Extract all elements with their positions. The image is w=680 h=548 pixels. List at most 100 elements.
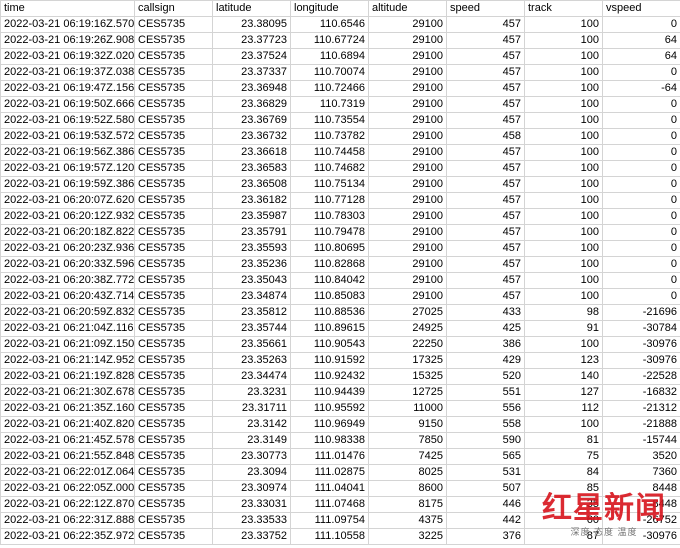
- table-cell: 2022-03-21 06:19:37Z.038: [0, 64, 135, 81]
- table-cell: CES5735: [134, 464, 213, 481]
- table-cell: 2022-03-21 06:19:52Z.580: [0, 112, 135, 129]
- table-cell: -22528: [602, 368, 680, 385]
- table-cell: 110.79478: [290, 224, 369, 241]
- table-cell: 23.3094: [212, 464, 291, 481]
- table-cell: 100: [524, 192, 603, 209]
- table-cell: 110.96949: [290, 416, 369, 433]
- table-cell: CES5735: [134, 144, 213, 161]
- table-cell: 100: [524, 16, 603, 33]
- table-row: 2022-03-21 06:22:35Z.972 CES5735 23.33752 1…: [0, 528, 680, 545]
- table-cell: 100: [524, 32, 603, 49]
- table-row: 2022-03-21 06:22:01Z.064 CES5735 23.3094 11…: [0, 464, 680, 481]
- table-cell: 457: [446, 288, 525, 305]
- table-cell: 433: [446, 304, 525, 321]
- table-row: 2022-03-21 06:22:05Z.000 CES5735 23.30974 1…: [0, 480, 680, 497]
- table-cell: 2022-03-21 06:20:43Z.714: [0, 288, 135, 305]
- table-cell: 458: [446, 128, 525, 145]
- table-row: 2022-03-21 06:21:30Z.678 CES5735 23.3231 11…: [0, 384, 680, 401]
- table-cell: 23.35812: [212, 304, 291, 321]
- table-cell: CES5735: [134, 176, 213, 193]
- table-cell: CES5735: [134, 160, 213, 177]
- table-cell: 23.36508: [212, 176, 291, 193]
- table-cell: 2022-03-21 06:21:45Z.578: [0, 432, 135, 449]
- table-cell: 457: [446, 144, 525, 161]
- table-cell: 3520: [602, 448, 680, 465]
- table-cell: CES5735: [134, 96, 213, 113]
- table-cell: 0: [602, 160, 680, 177]
- table-body: 2022-03-21 06:19:16Z.570 CES5735 23.38095 1…: [0, 16, 680, 545]
- table-cell: CES5735: [134, 240, 213, 257]
- table-cell: 127: [524, 384, 603, 401]
- table-cell: 29100: [368, 64, 447, 81]
- table-row: 2022-03-21 06:20:12Z.932 CES5735 23.35987 1…: [0, 208, 680, 225]
- table-cell: 376: [446, 528, 525, 545]
- table-cell: 0: [602, 144, 680, 161]
- table-cell: 100: [524, 128, 603, 145]
- table-cell: 23.35593: [212, 240, 291, 257]
- table-cell: 23.35236: [212, 256, 291, 273]
- table-cell: CES5735: [134, 368, 213, 385]
- table-cell: 2022-03-21 06:20:18Z.822: [0, 224, 135, 241]
- table-cell: 23.36732: [212, 128, 291, 145]
- table-row: 2022-03-21 06:19:16Z.570 CES5735 23.38095 1…: [0, 16, 680, 33]
- table-row: 2022-03-21 06:19:26Z.908 CES5735 23.37723 1…: [0, 32, 680, 49]
- header-cell: track: [524, 0, 603, 17]
- table-cell: 446: [446, 496, 525, 513]
- table-cell: 0: [602, 224, 680, 241]
- table-cell: -30976: [602, 336, 680, 353]
- table-cell: 429: [446, 352, 525, 369]
- table-cell: 23.33031: [212, 496, 291, 513]
- table-cell: 23.35263: [212, 352, 291, 369]
- table-cell: 29100: [368, 256, 447, 273]
- table-cell: 29100: [368, 240, 447, 257]
- table-cell: 112: [524, 400, 603, 417]
- table-cell: 2022-03-21 06:20:12Z.932: [0, 208, 135, 225]
- table-cell: 111.09754: [290, 512, 369, 529]
- table-cell: 23.31711: [212, 400, 291, 417]
- table-cell: -30784: [602, 320, 680, 337]
- table-cell: CES5735: [134, 480, 213, 497]
- table-cell: 2022-03-21 06:19:57Z.120: [0, 160, 135, 177]
- table-cell: 558: [446, 416, 525, 433]
- table-cell: 100: [524, 80, 603, 97]
- table-cell: 64: [602, 48, 680, 65]
- table-cell: 565: [446, 448, 525, 465]
- table-cell: 23.35791: [212, 224, 291, 241]
- table-cell: 7850: [368, 432, 447, 449]
- table-cell: 64: [602, 32, 680, 49]
- table-cell: 2022-03-21 06:19:32Z.020: [0, 48, 135, 65]
- table-cell: 111.10558: [290, 528, 369, 545]
- table-row: 2022-03-21 06:20:07Z.620 CES5735 23.36182 1…: [0, 192, 680, 209]
- table-row: 2022-03-21 06:20:43Z.714 CES5735 23.34874 1…: [0, 288, 680, 305]
- table-cell: CES5735: [134, 16, 213, 33]
- table-cell: 4375: [368, 512, 447, 529]
- table-cell: -8448: [602, 496, 680, 513]
- table-row: 2022-03-21 06:21:45Z.578 CES5735 23.3149 11…: [0, 432, 680, 449]
- watermark: 红星新闻 深度 态度 温度: [542, 493, 666, 538]
- table-cell: 100: [524, 64, 603, 81]
- table-cell: 2022-03-21 06:21:19Z.828: [0, 368, 135, 385]
- table-cell: 23.35744: [212, 320, 291, 337]
- table-cell: 2022-03-21 06:21:04Z.116: [0, 320, 135, 337]
- table-cell: CES5735: [134, 256, 213, 273]
- table-cell: 457: [446, 176, 525, 193]
- table-cell: 457: [446, 160, 525, 177]
- table-cell: 29100: [368, 48, 447, 65]
- watermark-logo: 红星新闻: [542, 492, 666, 525]
- table-cell: 100: [524, 208, 603, 225]
- table-cell: CES5735: [134, 112, 213, 129]
- table-cell: 27025: [368, 304, 447, 321]
- table-cell: CES5735: [134, 32, 213, 49]
- header-cell: vspeed: [602, 0, 680, 17]
- table-cell: 590: [446, 432, 525, 449]
- table-cell: CES5735: [134, 288, 213, 305]
- table-row: 2022-03-21 06:21:19Z.828 CES5735 23.34474 1…: [0, 368, 680, 385]
- table-cell: -21312: [602, 400, 680, 417]
- table-cell: 23.34474: [212, 368, 291, 385]
- table-cell: 442: [446, 512, 525, 529]
- table-cell: 2022-03-21 06:20:33Z.596: [0, 256, 135, 273]
- table-cell: 23.35987: [212, 208, 291, 225]
- header-cell: altitude: [368, 0, 447, 17]
- table-cell: 0: [602, 64, 680, 81]
- table-cell: 100: [524, 256, 603, 273]
